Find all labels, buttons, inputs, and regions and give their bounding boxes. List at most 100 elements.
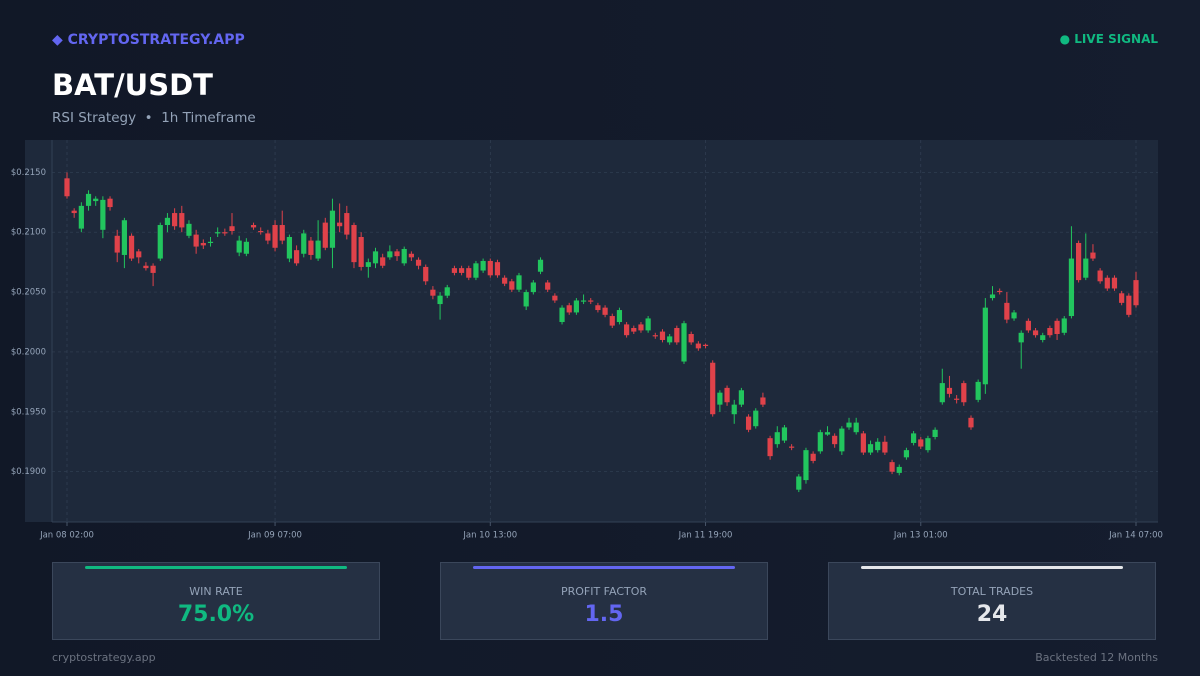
candle-body	[423, 266, 429, 282]
x-tick-label: Jan 08 02:00	[39, 531, 94, 541]
candle-body	[430, 289, 436, 296]
candle-body	[889, 462, 895, 472]
candle-body	[968, 417, 974, 428]
candle-body	[186, 223, 192, 236]
candle-body	[1018, 332, 1024, 343]
candle-body	[961, 383, 967, 403]
candle-body	[745, 416, 752, 430]
y-tick-label: $0.1950	[11, 407, 46, 417]
candle-body	[164, 217, 171, 226]
candle-body	[415, 259, 422, 266]
candle-body	[559, 307, 565, 323]
stat-card: WIN RATE 75.0%	[52, 562, 380, 640]
subtitle: RSI Strategy • 1h Timeframe	[52, 110, 256, 126]
candle-body	[616, 310, 623, 323]
candle-body	[451, 268, 458, 273]
candle-body	[1061, 318, 1067, 333]
candle-body	[638, 324, 644, 331]
candle-body	[932, 429, 938, 437]
candle-body	[1076, 242, 1082, 281]
stat-label: PROFIT FACTOR	[560, 585, 648, 598]
candle-body	[580, 300, 587, 302]
candle-body	[351, 225, 357, 263]
candle-body	[989, 294, 996, 299]
candle-body	[121, 220, 127, 255]
candle-body	[372, 251, 379, 264]
chart-panel	[25, 140, 1158, 522]
candle-body	[982, 307, 988, 385]
candle-body	[767, 438, 773, 457]
candle-body	[1111, 277, 1118, 289]
candle-body	[93, 198, 99, 202]
candle-body	[595, 305, 601, 311]
candle-body	[724, 387, 730, 403]
candle-body	[85, 193, 92, 206]
candle-body	[609, 316, 615, 326]
candle-body	[631, 328, 637, 332]
candle-body	[939, 383, 945, 403]
y-tick-label: $0.2150	[11, 168, 46, 178]
candle-body	[860, 433, 866, 453]
candle-body	[954, 398, 960, 400]
candle-body	[1126, 295, 1132, 315]
candle-body	[659, 331, 666, 340]
candle-body	[215, 232, 221, 234]
candle-body	[344, 213, 350, 235]
candle-body	[279, 225, 285, 241]
candle-body	[896, 466, 902, 473]
candle-body	[530, 282, 536, 293]
candle-body	[552, 295, 558, 301]
stat-label: WIN RATE	[189, 585, 243, 598]
footer-left: cryptostrategy.app	[52, 651, 156, 664]
candle-body	[1104, 277, 1110, 289]
card-accent	[85, 566, 347, 569]
candle-body	[502, 277, 508, 284]
candle-body	[380, 257, 386, 266]
y-tick-label: $0.2050	[11, 288, 46, 298]
candle-body	[1054, 320, 1060, 334]
y-tick-label: $0.1900	[11, 467, 46, 477]
candle-body	[172, 213, 178, 227]
candle-body	[458, 268, 465, 273]
brand: ◆ CRYPTOSTRATEGY.APP	[52, 32, 245, 48]
candle-body	[853, 422, 859, 433]
candle-body	[796, 476, 802, 490]
candle-body	[810, 453, 816, 461]
candle-body	[1040, 335, 1046, 340]
stat-value: 1.5	[584, 602, 624, 627]
candle-body	[1047, 328, 1053, 336]
candle-body	[193, 234, 199, 247]
x-tick-label: Jan 11 19:00	[678, 531, 733, 541]
candle-body	[667, 336, 673, 343]
candle-body	[78, 205, 84, 229]
candle-body	[222, 232, 228, 234]
candle-body	[545, 282, 551, 290]
x-tick-label: Jan 09 07:00	[247, 531, 302, 541]
stat-value: 24	[976, 602, 1008, 627]
candle-body	[437, 295, 443, 305]
candle-body	[846, 422, 852, 428]
candle-body	[107, 198, 113, 208]
candle-body	[329, 210, 336, 248]
y-tick-label: $0.2100	[11, 228, 46, 238]
stat-label: TOTAL TRADES	[950, 585, 1034, 598]
card-accent	[861, 566, 1123, 569]
candle-body	[229, 226, 235, 232]
candle-body	[624, 324, 630, 336]
candle-body	[315, 240, 321, 259]
candle-body	[1097, 270, 1103, 282]
candle-body	[652, 335, 658, 337]
candle-body	[64, 178, 70, 197]
candle-body	[710, 362, 716, 415]
candle-body	[731, 404, 737, 415]
candle-body	[760, 397, 766, 405]
candle-body	[207, 241, 214, 243]
candle-body	[774, 432, 780, 445]
candle-body	[466, 268, 472, 278]
candle-body	[322, 222, 328, 248]
footer-right: Backtested 12 Months	[1035, 651, 1158, 664]
candle-body	[1083, 258, 1089, 278]
candle-body	[100, 199, 106, 230]
candle-body	[1011, 312, 1017, 319]
